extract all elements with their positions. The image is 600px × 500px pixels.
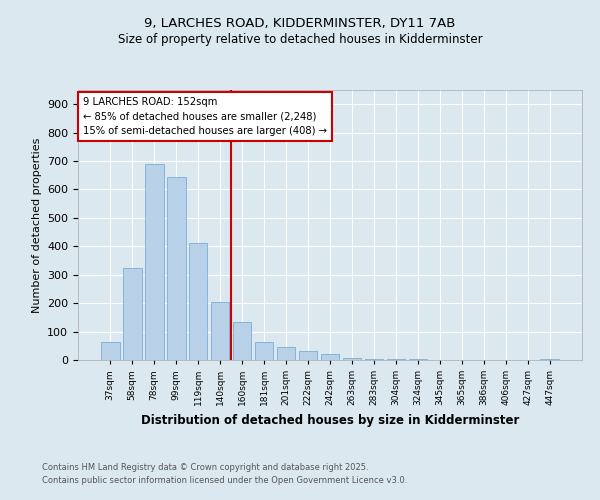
Bar — [365, 358, 383, 360]
Bar — [299, 352, 317, 360]
Text: Contains HM Land Registry data © Crown copyright and database right 2025.: Contains HM Land Registry data © Crown c… — [42, 464, 368, 472]
Bar — [211, 302, 229, 360]
Text: Size of property relative to detached houses in Kidderminster: Size of property relative to detached ho… — [118, 32, 482, 46]
Bar — [277, 347, 295, 360]
Bar — [233, 322, 251, 360]
Bar — [343, 358, 361, 360]
Bar — [145, 164, 164, 360]
Bar — [101, 342, 119, 360]
Bar — [386, 359, 405, 360]
Bar — [189, 244, 208, 360]
Text: Contains public sector information licensed under the Open Government Licence v3: Contains public sector information licen… — [42, 476, 407, 485]
Bar — [320, 354, 340, 360]
Y-axis label: Number of detached properties: Number of detached properties — [32, 138, 41, 312]
X-axis label: Distribution of detached houses by size in Kidderminster: Distribution of detached houses by size … — [141, 414, 519, 426]
Bar — [541, 358, 559, 360]
Bar — [167, 176, 185, 360]
Text: 9 LARCHES ROAD: 152sqm
← 85% of detached houses are smaller (2,248)
15% of semi-: 9 LARCHES ROAD: 152sqm ← 85% of detached… — [83, 97, 327, 136]
Text: 9, LARCHES ROAD, KIDDERMINSTER, DY11 7AB: 9, LARCHES ROAD, KIDDERMINSTER, DY11 7AB — [145, 18, 455, 30]
Bar — [123, 268, 142, 360]
Bar — [255, 342, 274, 360]
